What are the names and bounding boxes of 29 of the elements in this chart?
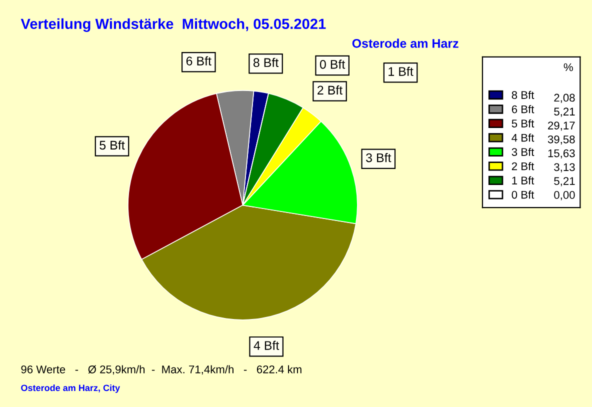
legend-title: % [564, 63, 573, 72]
legend-label: 6 Bft [512, 105, 534, 114]
data-label: 5,21 [554, 177, 575, 186]
slice-label: 8 Bft [253, 58, 279, 68]
data-label: 2,08 [554, 94, 575, 103]
slice-label: 2 Bft [318, 85, 343, 95]
chart-subtitle: Osterode am Harz [352, 38, 458, 48]
data-label: 15,63 [548, 149, 575, 159]
slice-label: 6 Bft [186, 56, 212, 66]
category-label: 1 Bft [388, 66, 414, 76]
chart-title: Verteilung Windstärke Mittwoch, 05.05.2021 [20, 18, 326, 32]
data-label: 5,21 [554, 108, 575, 117]
category-label: 0 Bft [320, 60, 346, 69]
slice-label: 5 Bft [100, 140, 125, 150]
legend-label: 3 Bft [512, 148, 534, 156]
data-label: 39,58 [548, 135, 575, 145]
data-label: 29,17 [548, 122, 575, 131]
text: 96 Werte - Ø 25,9km/h - Max. 71,4km/h - 622.4 km [21, 365, 302, 375]
slice-label: 3 Bft [366, 153, 392, 162]
legend-label: 8 Bft [512, 90, 534, 99]
legend-label: 0 Bft [512, 190, 534, 199]
legend-label: 4 Bft [512, 134, 534, 142]
legend-label: 5 Bft [512, 119, 534, 128]
data-label: 3,13 [554, 163, 575, 172]
slice-label: 4 Bft [254, 340, 280, 350]
legend-label: 2 Bft [512, 162, 534, 170]
text: Osterode am Harz, City [21, 384, 120, 393]
legend-label: 1 Bft [512, 176, 534, 184]
text: 0,00 [554, 191, 575, 200]
